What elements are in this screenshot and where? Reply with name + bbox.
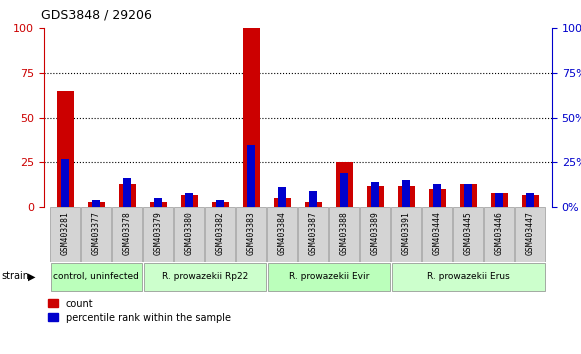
Bar xyxy=(92,200,100,207)
Bar xyxy=(50,207,80,262)
Text: GSM403384: GSM403384 xyxy=(278,211,287,255)
Bar xyxy=(123,178,131,207)
Text: GSM403445: GSM403445 xyxy=(464,211,473,255)
Bar xyxy=(460,184,477,207)
Bar xyxy=(522,195,539,207)
Text: GSM403388: GSM403388 xyxy=(340,211,349,255)
Bar xyxy=(155,198,162,207)
Bar xyxy=(274,198,290,207)
Bar xyxy=(181,195,198,207)
Bar xyxy=(119,184,136,207)
Bar xyxy=(310,191,317,207)
Bar xyxy=(216,200,224,207)
Text: GSM403383: GSM403383 xyxy=(247,211,256,255)
Bar xyxy=(515,207,546,262)
Bar xyxy=(340,173,348,207)
Text: GSM403380: GSM403380 xyxy=(185,211,194,255)
Bar xyxy=(150,202,167,207)
Text: GSM403446: GSM403446 xyxy=(495,211,504,255)
Bar xyxy=(496,193,503,207)
Bar xyxy=(484,207,514,262)
Bar xyxy=(205,207,235,262)
Legend: count, percentile rank within the sample: count, percentile rank within the sample xyxy=(48,299,231,322)
Bar xyxy=(57,91,74,207)
Bar xyxy=(305,202,322,207)
Bar xyxy=(112,207,142,262)
Bar xyxy=(174,207,205,262)
Text: R. prowazekii Rp22: R. prowazekii Rp22 xyxy=(162,272,248,281)
Text: R. prowazekii Evir: R. prowazekii Evir xyxy=(289,272,369,281)
Bar xyxy=(329,207,360,262)
Text: GSM403447: GSM403447 xyxy=(526,211,535,255)
Text: control, uninfected: control, uninfected xyxy=(53,272,139,281)
Bar xyxy=(248,144,255,207)
Bar xyxy=(491,193,508,207)
Bar xyxy=(433,184,441,207)
Text: GSM403281: GSM403281 xyxy=(61,211,70,255)
Bar xyxy=(422,207,453,262)
Bar xyxy=(143,207,174,262)
Bar xyxy=(429,189,446,207)
Bar xyxy=(403,180,410,207)
Text: ▶: ▶ xyxy=(28,272,35,281)
Text: GSM403391: GSM403391 xyxy=(401,211,411,255)
Bar xyxy=(392,263,545,291)
Text: GSM403387: GSM403387 xyxy=(309,211,318,255)
Text: GSM403377: GSM403377 xyxy=(92,211,101,255)
Text: strain: strain xyxy=(2,272,30,281)
Text: GDS3848 / 29206: GDS3848 / 29206 xyxy=(41,9,152,22)
Bar xyxy=(144,263,266,291)
Text: GSM403382: GSM403382 xyxy=(216,211,225,255)
Bar xyxy=(464,184,472,207)
Bar xyxy=(298,207,328,262)
Bar xyxy=(211,202,229,207)
Bar xyxy=(62,159,69,207)
Text: GSM403379: GSM403379 xyxy=(154,211,163,255)
Bar xyxy=(236,207,267,262)
Text: R. prowazekii Erus: R. prowazekii Erus xyxy=(427,272,510,281)
Bar xyxy=(391,207,421,262)
Bar xyxy=(278,187,286,207)
Bar xyxy=(268,263,390,291)
Bar xyxy=(243,28,260,207)
Bar xyxy=(81,207,112,262)
Bar xyxy=(267,207,297,262)
Bar xyxy=(88,202,105,207)
Bar xyxy=(526,193,534,207)
Text: GSM403389: GSM403389 xyxy=(371,211,380,255)
Bar xyxy=(398,185,415,207)
Text: GSM403444: GSM403444 xyxy=(433,211,442,255)
Bar xyxy=(367,185,384,207)
Bar xyxy=(51,263,142,291)
Bar xyxy=(453,207,483,262)
Bar xyxy=(360,207,390,262)
Bar xyxy=(185,193,193,207)
Bar xyxy=(336,162,353,207)
Bar xyxy=(371,182,379,207)
Text: GSM403378: GSM403378 xyxy=(123,211,132,255)
